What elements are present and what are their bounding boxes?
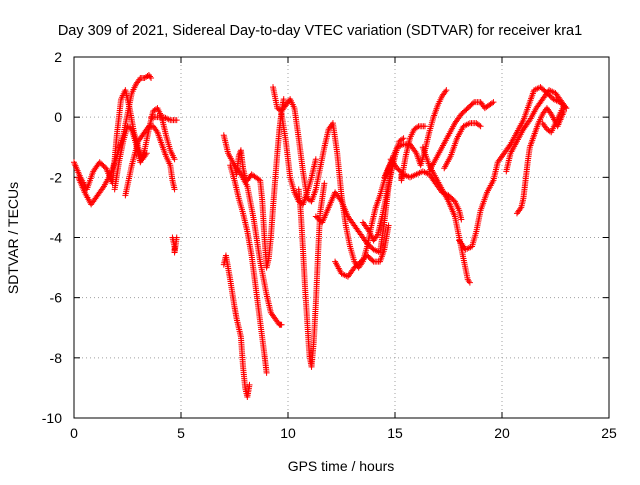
data-point: [421, 123, 428, 130]
data-point: [385, 222, 392, 229]
x-tick-label: 25: [601, 425, 617, 441]
y-tick-label: -8: [50, 350, 63, 366]
data-point: [280, 96, 287, 103]
data-point: [263, 369, 270, 376]
x-tick-label: 10: [280, 425, 296, 441]
y-tick-label: 0: [54, 109, 62, 125]
data-point: [171, 156, 178, 163]
data-point: [561, 102, 568, 109]
y-tick-label: -4: [50, 230, 63, 246]
data-point: [400, 135, 407, 142]
x-tick-label: 15: [387, 425, 403, 441]
y-axis-label: SDTVAR / TECUs: [5, 182, 21, 294]
data-point-trace: [399, 136, 406, 143]
y-tick-label: -2: [50, 169, 63, 185]
data-point: [278, 321, 285, 328]
y-tick-label: 2: [54, 49, 62, 65]
data-point: [490, 99, 497, 106]
y-tick-label: -10: [42, 410, 62, 426]
data-point: [458, 216, 465, 223]
data-point: [443, 87, 450, 94]
y-tick-label: -6: [50, 290, 63, 306]
data-point: [173, 117, 180, 124]
data-point: [246, 381, 253, 388]
data-points: [71, 72, 570, 400]
x-tick-label: 5: [177, 425, 185, 441]
data-point: [148, 75, 155, 82]
x-axis-label: GPS time / hours: [288, 458, 395, 474]
data-point-trace: [369, 257, 376, 264]
data-point-trace: [489, 100, 496, 107]
x-tick-label: 20: [494, 425, 510, 441]
data-point: [312, 156, 319, 163]
chart-title: Day 309 of 2021, Sidereal Day-to-day VTE…: [58, 23, 582, 39]
data-point: [563, 105, 570, 112]
data-point: [173, 234, 180, 241]
data-point: [477, 123, 484, 130]
grid: [74, 57, 609, 418]
data-point: [466, 279, 473, 286]
data-point-trace: [414, 124, 421, 131]
data-point-trace: [469, 100, 476, 107]
data-point: [321, 180, 328, 187]
data-point-trace: [476, 122, 483, 129]
ticks: 0 5 10 15 20 25 -10 -8 -6 -4 -2 0 2: [42, 49, 617, 441]
data-point: [171, 186, 178, 193]
x-tick-label: 0: [70, 425, 78, 441]
data-point-trace: [450, 197, 457, 204]
